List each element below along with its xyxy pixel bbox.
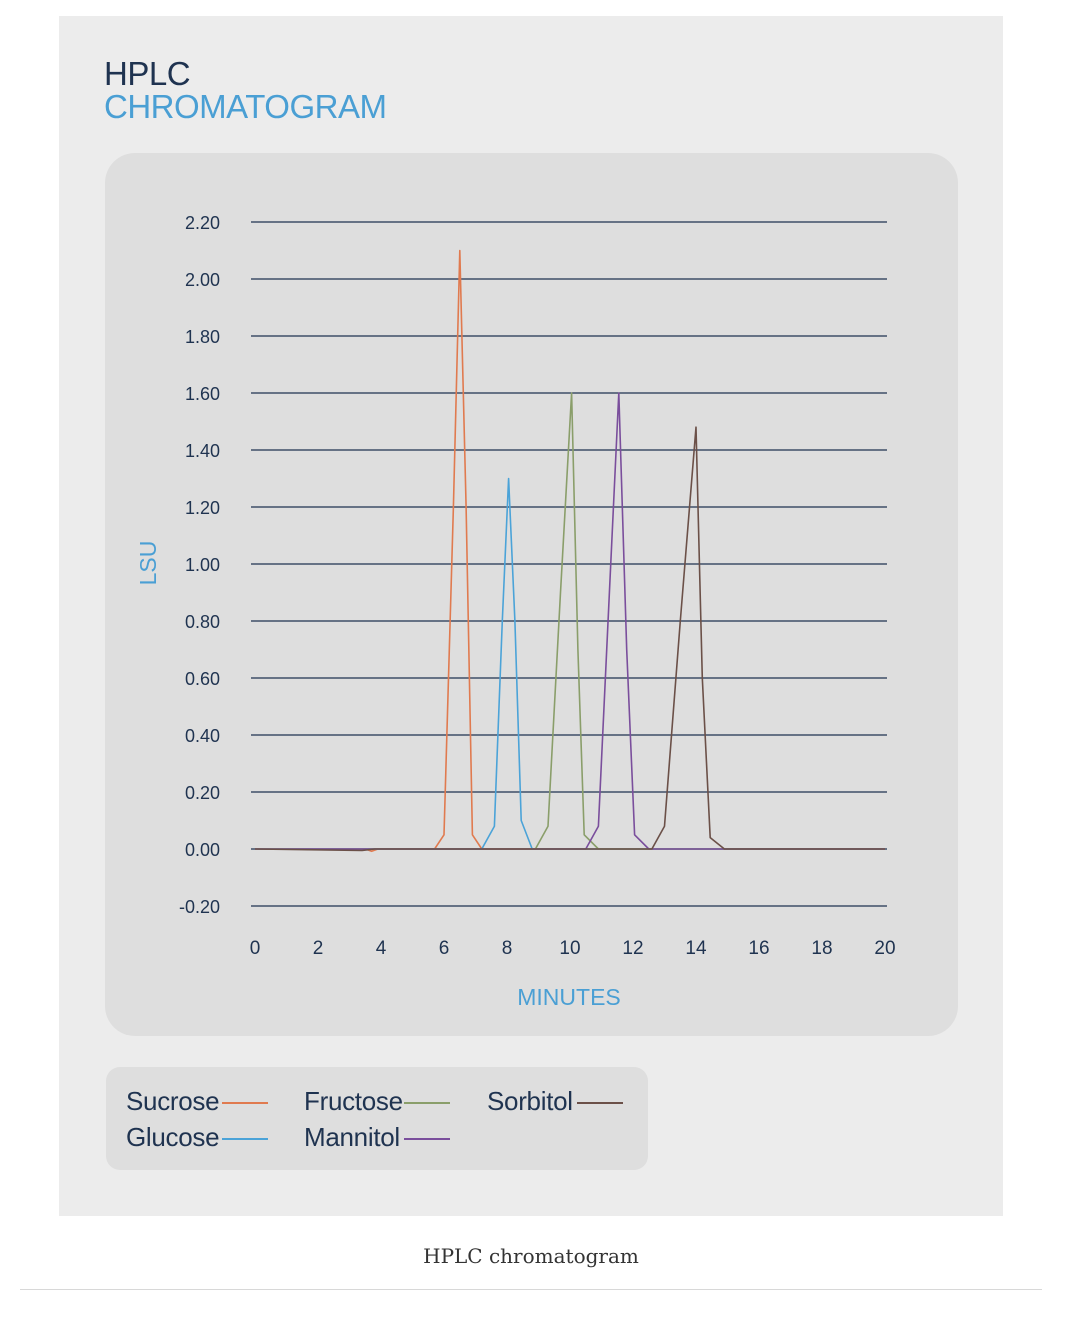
legend-swatch-mannitol bbox=[404, 1138, 450, 1140]
grid-lines bbox=[251, 221, 887, 907]
y-tick-label: 0.60 bbox=[185, 669, 220, 689]
x-tick-label: 8 bbox=[502, 938, 513, 959]
legend-item-mannitol: Mannitol bbox=[304, 1119, 400, 1155]
y-tick-label: 0.40 bbox=[185, 726, 220, 746]
legend-item-sorbitol: Sorbitol bbox=[487, 1083, 573, 1119]
legend-label: Sucrose bbox=[126, 1085, 220, 1116]
legend-item-fructose: Fructose bbox=[304, 1083, 403, 1119]
series-lines bbox=[254, 249, 885, 853]
legend-swatch-sucrose bbox=[222, 1102, 268, 1104]
y-axis-ticks: -0.20 0.00 0.20 0.40 0.60 0.80 1.00 1.20 1.40 1.6… bbox=[179, 213, 220, 917]
legend-item-glucose: Glucose bbox=[126, 1119, 220, 1155]
x-tick-label: 18 bbox=[811, 938, 832, 959]
x-tick-label: 10 bbox=[559, 938, 580, 959]
x-tick-label: 0 bbox=[250, 938, 261, 959]
x-tick-label: 4 bbox=[376, 938, 387, 959]
y-tick-label: 1.40 bbox=[185, 441, 220, 461]
y-tick-label: 0.80 bbox=[185, 612, 220, 632]
chart-title-line1: HPLC bbox=[104, 55, 191, 92]
legend-swatch-sorbitol bbox=[577, 1102, 623, 1104]
plot-area-card bbox=[105, 153, 958, 1036]
legend-label: Fructose bbox=[304, 1085, 403, 1116]
y-tick-label: 1.00 bbox=[185, 555, 220, 575]
series-line-mannitol bbox=[255, 392, 885, 850]
y-tick-label: 1.80 bbox=[185, 327, 220, 347]
y-tick-label: 2.00 bbox=[185, 270, 220, 290]
y-tick-label: 1.20 bbox=[185, 498, 220, 518]
figure-caption: HPLC chromatogram bbox=[423, 1244, 639, 1268]
legend bbox=[106, 1067, 648, 1170]
divider bbox=[20, 1289, 1042, 1290]
legend-label: Glucose bbox=[126, 1121, 220, 1152]
legend-label: Sorbitol bbox=[487, 1085, 573, 1116]
chart-title-line2: CHROMATOGRAM bbox=[104, 88, 387, 125]
x-tick-label: 6 bbox=[439, 938, 450, 959]
x-tick-label: 20 bbox=[874, 938, 895, 959]
x-tick-label: 14 bbox=[685, 938, 707, 959]
y-tick-label: 1.60 bbox=[185, 384, 220, 404]
legend-swatch-fructose bbox=[404, 1102, 450, 1104]
legend-swatch-glucose bbox=[222, 1138, 268, 1140]
legend-label: Mannitol bbox=[304, 1121, 400, 1152]
series-line-fructose bbox=[255, 392, 885, 850]
x-tick-label: 16 bbox=[748, 938, 769, 959]
y-tick-label: 0.20 bbox=[185, 783, 220, 803]
x-tick-label: 12 bbox=[622, 938, 643, 959]
x-axis-label: MINUTES bbox=[517, 984, 621, 1010]
series-line-sorbitol bbox=[254, 426, 885, 852]
x-axis-ticks: 0 2 4 6 8 10 12 14 16 18 20 bbox=[250, 938, 896, 959]
y-axis-label: LSU bbox=[135, 541, 161, 586]
legend-item-sucrose: Sucrose bbox=[126, 1083, 220, 1119]
x-tick-label: 2 bbox=[313, 938, 324, 959]
series-line-sucrose bbox=[255, 249, 885, 853]
series-line-glucose bbox=[255, 477, 885, 850]
y-tick-label: -0.20 bbox=[179, 897, 220, 917]
y-tick-label: 0.00 bbox=[185, 840, 220, 860]
y-tick-label: 2.20 bbox=[185, 213, 220, 233]
